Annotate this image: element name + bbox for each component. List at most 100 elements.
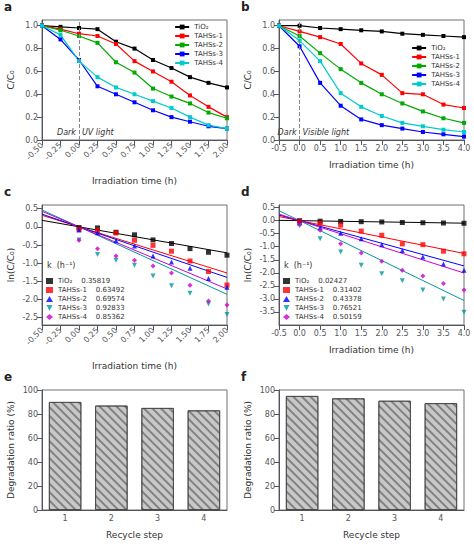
svg-text:2.0: 2.0 <box>375 144 388 153</box>
svg-text:-1.0: -1.0 <box>22 259 38 268</box>
svg-text:2.00: 2.00 <box>211 141 230 160</box>
svg-text:TAHSs-3 0.76521: TAHSs-3 0.76521 <box>294 304 362 312</box>
svg-text:b: b <box>241 0 250 14</box>
svg-text:-0.5: -0.5 <box>22 241 38 250</box>
svg-text:1.75: 1.75 <box>193 326 212 345</box>
svg-text:ln(C/C₀): ln(C/C₀) <box>243 248 253 282</box>
svg-text:80: 80 <box>28 410 38 419</box>
svg-text:60: 60 <box>265 434 275 443</box>
svg-text:k (h⁻¹): k (h⁻¹) <box>47 261 75 270</box>
svg-text:-2.0: -2.0 <box>22 295 38 304</box>
svg-text:Degradation ratio (%): Degradation ratio (%) <box>6 401 16 499</box>
svg-text:1.50: 1.50 <box>174 141 193 160</box>
svg-text:Irradiation time (h): Irradiation time (h) <box>92 176 177 186</box>
svg-text:0.0: 0.0 <box>293 144 306 153</box>
svg-text:0.8: 0.8 <box>25 44 38 53</box>
svg-text:1: 1 <box>63 514 68 523</box>
svg-text:2.5: 2.5 <box>396 329 409 338</box>
svg-text:C/C₀: C/C₀ <box>243 70 253 90</box>
svg-text:2.0: 2.0 <box>375 329 388 338</box>
svg-text:1.25: 1.25 <box>156 141 175 160</box>
svg-text:0.6: 0.6 <box>262 67 275 76</box>
svg-text:-2.0: -2.0 <box>259 268 275 277</box>
svg-text:TAHSs-2 0.43378: TAHSs-2 0.43378 <box>294 295 362 303</box>
svg-text:0.5: 0.5 <box>25 204 38 213</box>
svg-text:60: 60 <box>28 434 38 443</box>
svg-text:TAHSs-4 0.85362: TAHSs-4 0.85362 <box>57 313 125 321</box>
svg-text:0.50: 0.50 <box>100 141 119 160</box>
svg-text:c: c <box>4 185 11 199</box>
svg-text:1.5: 1.5 <box>355 144 368 153</box>
svg-text:2: 2 <box>346 514 351 523</box>
svg-text:0.0: 0.0 <box>25 222 38 231</box>
svg-text:0.50: 0.50 <box>100 326 119 345</box>
svg-text:1.5: 1.5 <box>355 329 368 338</box>
svg-text:0.8: 0.8 <box>262 44 275 53</box>
svg-text:TAHSs-3 0.92833: TAHSs-3 0.92833 <box>57 304 125 312</box>
svg-text:100: 100 <box>23 386 38 395</box>
svg-text:UV light: UV light <box>82 128 114 137</box>
svg-text:Degradation ratio (%): Degradation ratio (%) <box>243 401 253 499</box>
svg-text:1.50: 1.50 <box>174 326 193 345</box>
svg-text:1.00: 1.00 <box>137 326 156 345</box>
svg-text:TiO₂: TiO₂ <box>193 23 209 31</box>
svg-text:Irradiation time (h): Irradiation time (h) <box>92 361 177 371</box>
svg-text:Visible light: Visible light <box>303 128 350 137</box>
svg-text:-0.5: -0.5 <box>271 144 287 153</box>
svg-text:0: 0 <box>270 506 275 515</box>
svg-text:d: d <box>241 185 250 199</box>
svg-text:Dark: Dark <box>278 128 297 137</box>
svg-text:-3.5: -3.5 <box>259 307 275 316</box>
svg-text:TAHSs-4 0.50159: TAHSs-4 0.50159 <box>294 313 362 321</box>
svg-text:4: 4 <box>201 514 206 523</box>
svg-text:3.5: 3.5 <box>437 329 450 338</box>
svg-text:-1.0: -1.0 <box>259 242 275 251</box>
svg-text:TAHSs-2 0.69574: TAHSs-2 0.69574 <box>57 295 125 303</box>
svg-text:TAHSs-3: TAHSs-3 <box>193 50 223 58</box>
svg-text:3.0: 3.0 <box>417 144 430 153</box>
svg-text:C/C₀: C/C₀ <box>6 70 16 90</box>
svg-text:Recycle step: Recycle step <box>343 530 400 540</box>
svg-text:-2.5: -2.5 <box>22 313 38 322</box>
svg-text:e: e <box>4 370 12 384</box>
svg-text:Irradiation time (h): Irradiation time (h) <box>329 345 414 355</box>
svg-text:-0.25: -0.25 <box>43 326 64 347</box>
svg-text:TAHSs-4: TAHSs-4 <box>193 59 223 67</box>
svg-text:0.2: 0.2 <box>25 113 38 122</box>
svg-text:4: 4 <box>438 514 443 523</box>
svg-text:80: 80 <box>265 410 275 419</box>
svg-text:2.5: 2.5 <box>396 144 409 153</box>
svg-text:0.25: 0.25 <box>82 326 101 345</box>
svg-text:3: 3 <box>392 514 397 523</box>
svg-text:0.00: 0.00 <box>63 141 82 160</box>
svg-text:2: 2 <box>109 514 114 523</box>
svg-text:1.0: 1.0 <box>262 21 275 30</box>
svg-text:4.0: 4.0 <box>458 144 471 153</box>
svg-text:-1.5: -1.5 <box>22 277 38 286</box>
svg-text:0: 0 <box>33 506 38 515</box>
svg-text:0.5: 0.5 <box>262 203 275 212</box>
svg-text:0.0: 0.0 <box>262 216 275 225</box>
svg-text:20: 20 <box>28 482 38 491</box>
svg-text:1.0: 1.0 <box>334 144 347 153</box>
svg-text:f: f <box>241 370 247 384</box>
svg-text:3.5: 3.5 <box>437 144 450 153</box>
svg-text:TAHSs-3: TAHSs-3 <box>430 71 460 79</box>
svg-text:TAHSs-1: TAHSs-1 <box>430 53 460 61</box>
svg-text:0.2: 0.2 <box>262 113 275 122</box>
svg-text:0.4: 0.4 <box>262 90 275 99</box>
svg-text:0.25: 0.25 <box>82 141 101 160</box>
svg-text:0.4: 0.4 <box>25 90 38 99</box>
svg-text:-0.50: -0.50 <box>24 326 45 347</box>
svg-text:1: 1 <box>300 514 305 523</box>
svg-text:4.0: 4.0 <box>458 329 471 338</box>
svg-text:0.5: 0.5 <box>314 144 327 153</box>
svg-text:2.00: 2.00 <box>211 326 230 345</box>
svg-text:Dark: Dark <box>57 128 76 137</box>
svg-text:0.75: 0.75 <box>119 141 138 160</box>
svg-text:-2.5: -2.5 <box>259 281 275 290</box>
svg-text:-3.0: -3.0 <box>259 294 275 303</box>
svg-text:-0.5: -0.5 <box>259 229 275 238</box>
svg-text:Recycle step: Recycle step <box>106 530 163 540</box>
svg-text:40: 40 <box>265 458 275 467</box>
